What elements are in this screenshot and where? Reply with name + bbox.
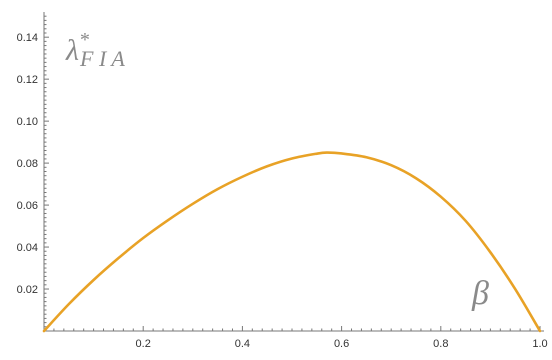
- y-axis-label: λ* F I A: [65, 29, 125, 71]
- y-axis-label-base: λ: [65, 34, 79, 67]
- y-tick-label: 0.04: [17, 242, 38, 254]
- y-axis-label-subscript: F I A: [79, 46, 125, 71]
- y-tick-label: 0.02: [17, 284, 38, 296]
- series-line: [44, 153, 540, 331]
- y-tick-label: 0.12: [17, 74, 38, 86]
- x-tick-label: 0.6: [334, 338, 349, 350]
- y-tick-label: 0.06: [17, 200, 38, 212]
- y-tick-label: 0.08: [17, 158, 38, 170]
- y-tick-label: 0.10: [17, 116, 38, 128]
- x-tick-label: 0.2: [136, 338, 151, 350]
- y-tick-label: 0.14: [17, 32, 38, 44]
- series: [44, 153, 540, 331]
- x-tick-label: 0.8: [433, 338, 448, 350]
- x-tick-label: 0.4: [235, 338, 250, 350]
- x-axis-label: β: [471, 275, 489, 312]
- x-tick-label: 1.0: [532, 338, 547, 350]
